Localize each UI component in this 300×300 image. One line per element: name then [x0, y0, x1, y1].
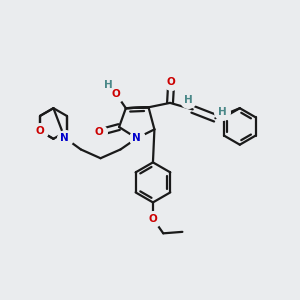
Text: H: H — [104, 80, 112, 90]
Text: N: N — [132, 133, 141, 143]
Text: O: O — [112, 89, 121, 99]
Text: N: N — [60, 133, 69, 142]
Text: O: O — [167, 77, 176, 87]
Text: O: O — [95, 127, 104, 137]
Text: H: H — [218, 107, 226, 117]
Text: O: O — [148, 214, 157, 224]
Text: O: O — [36, 126, 44, 136]
Text: H: H — [184, 95, 193, 105]
